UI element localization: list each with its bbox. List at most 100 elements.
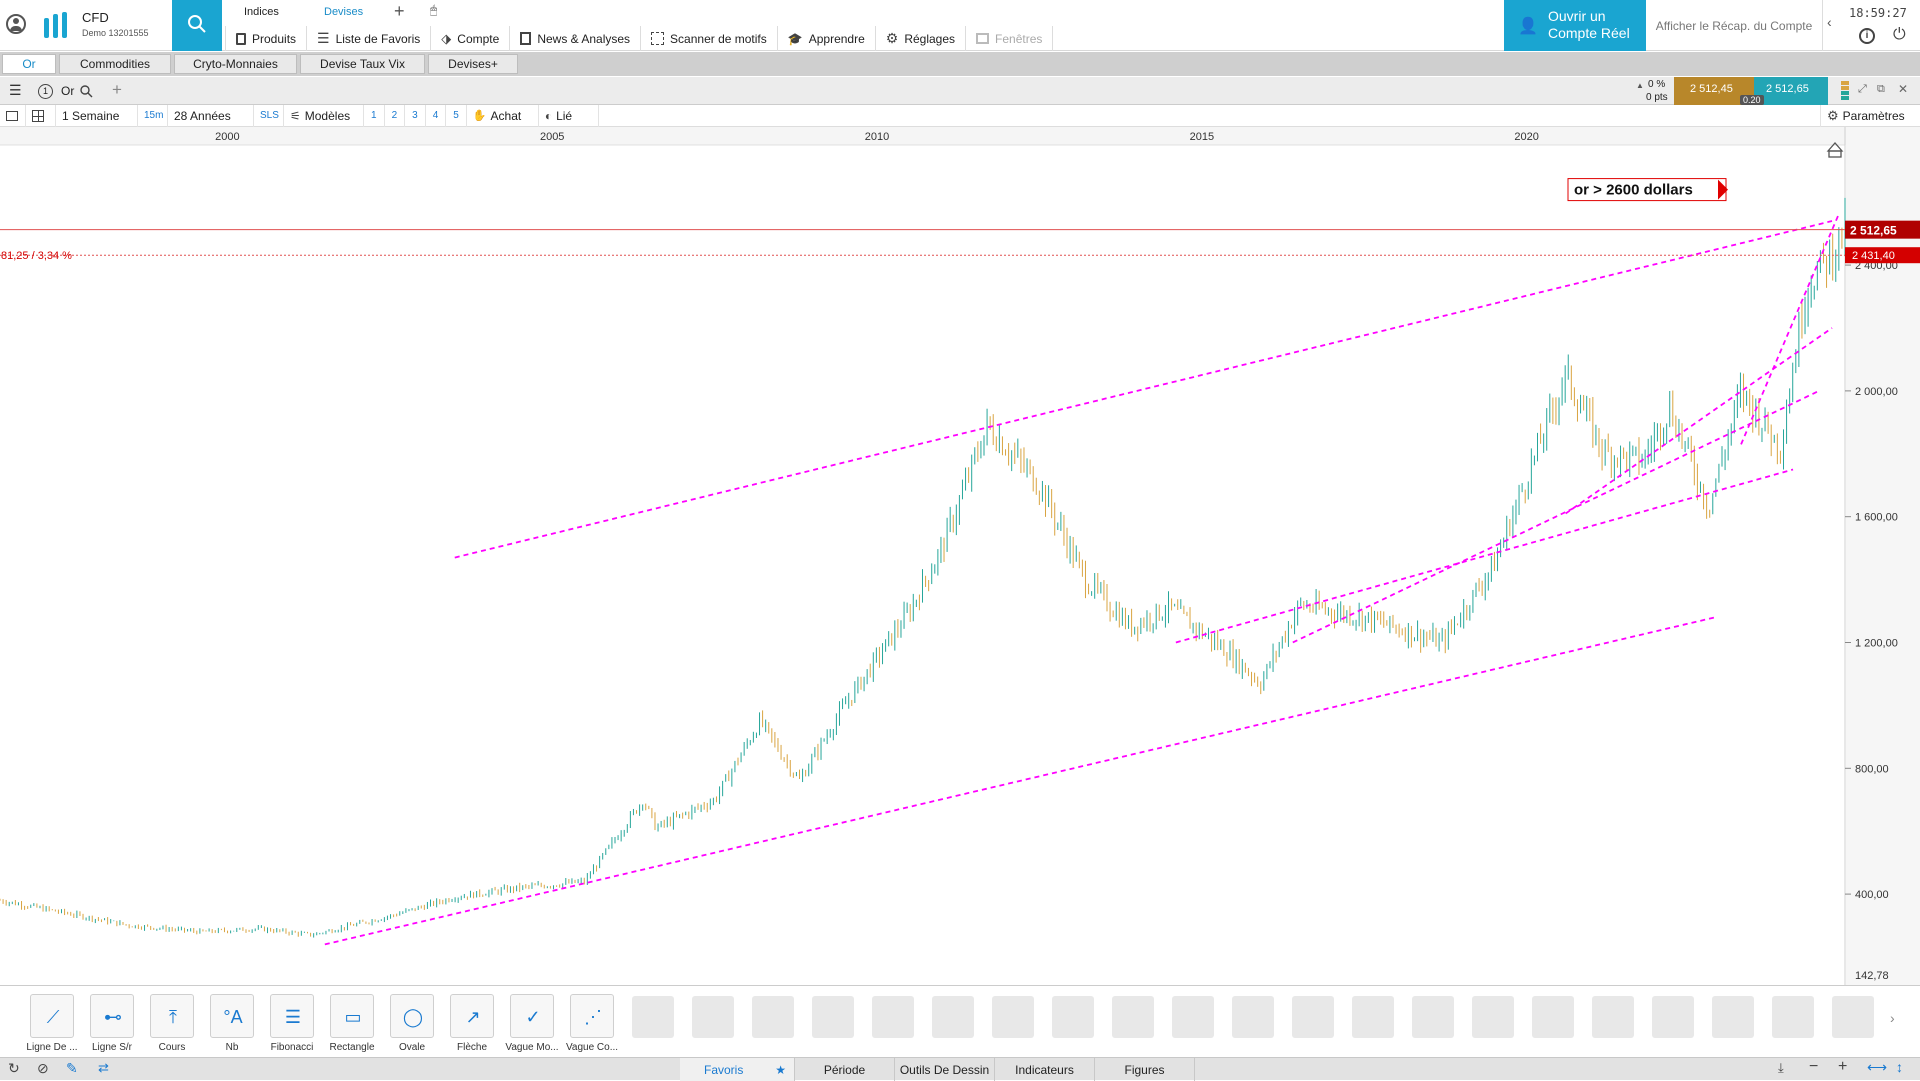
crosshair-v-icon[interactable]: ↕ xyxy=(1896,1059,1903,1075)
layout-4-button[interactable]: 4 xyxy=(426,104,447,127)
tab-outils-dessin[interactable]: Outils De Dessin xyxy=(895,1058,995,1081)
draw-tool-button[interactable]: ⊷ xyxy=(90,994,134,1038)
empty-tool-slot[interactable] xyxy=(1172,996,1214,1038)
layout-1-button[interactable]: 1 xyxy=(364,104,385,127)
empty-tool-slot[interactable] xyxy=(1292,996,1334,1038)
empty-tool-slot[interactable] xyxy=(812,996,854,1038)
tab-favoris[interactable]: Favoris ★ xyxy=(680,1058,795,1081)
trendline[interactable] xyxy=(324,616,1716,946)
menu-favoris[interactable]: ☰ Liste de Favoris xyxy=(307,26,432,51)
empty-tool-slot[interactable] xyxy=(1652,996,1694,1038)
empty-tool-slot[interactable] xyxy=(872,996,914,1038)
price-chart[interactable]: 2000 2005 2010 2015 2020 400,00 800,00 1 200,0… xyxy=(0,127,1920,985)
user-icon[interactable] xyxy=(6,14,26,34)
crosshair-h-icon[interactable]: ⟷ xyxy=(1867,1059,1888,1075)
draw-tool-button[interactable]: ☰ xyxy=(270,994,314,1038)
trendline[interactable] xyxy=(454,220,1833,559)
pencil-icon[interactable]: ✎ xyxy=(66,1060,78,1076)
draw-tool-button[interactable]: ▭ xyxy=(330,994,374,1038)
tab-devises[interactable]: Devises xyxy=(324,6,364,18)
empty-tool-slot[interactable] xyxy=(1412,996,1454,1038)
category-tab[interactable]: Devise Taux Vix xyxy=(300,54,425,74)
draw-tool-button[interactable]: ✓ xyxy=(510,994,554,1038)
menu-scanner[interactable]: Scanner de motifs xyxy=(641,26,778,51)
linked-button[interactable]: ◐ Lié xyxy=(539,104,599,127)
category-tab[interactable]: Commodities xyxy=(59,54,171,74)
sls-button[interactable]: SLS xyxy=(254,104,284,127)
menu-apprendre[interactable]: 🎓 Apprendre xyxy=(778,26,876,51)
trendline[interactable] xyxy=(1175,468,1794,644)
empty-tool-slot[interactable] xyxy=(752,996,794,1038)
empty-tool-slot[interactable] xyxy=(1592,996,1634,1038)
empty-tool-slot[interactable] xyxy=(932,996,974,1038)
layout-3-button[interactable]: 3 xyxy=(405,104,426,127)
add-tab-icon[interactable]: + xyxy=(394,1,405,21)
category-tab[interactable]: Cryto-Monnaies xyxy=(174,54,297,74)
open-real-account-button[interactable]: 👤 Ouvrir un Compte Réel xyxy=(1504,0,1646,51)
trendline[interactable] xyxy=(1740,214,1840,445)
trendline[interactable] xyxy=(1292,390,1820,644)
close-icon[interactable]: ✕ xyxy=(1898,82,1909,96)
search-icon[interactable] xyxy=(80,85,93,98)
tab-indicateurs[interactable]: Indicateurs xyxy=(995,1058,1095,1081)
layout-5-button[interactable]: 5 xyxy=(446,104,467,127)
panel-toggle[interactable] xyxy=(0,104,26,127)
bid-box[interactable]: 2 512,45 xyxy=(1674,77,1754,105)
draw-tool-button[interactable]: °A xyxy=(210,994,254,1038)
add-chart-icon[interactable]: + xyxy=(112,80,122,99)
range-select[interactable]: 28 Années xyxy=(168,104,254,127)
empty-tool-slot[interactable] xyxy=(992,996,1034,1038)
collapse-icon[interactable]: ‹ xyxy=(1827,14,1832,30)
empty-tool-slot[interactable] xyxy=(1052,996,1094,1038)
draw-tool-button[interactable]: ↗ xyxy=(450,994,494,1038)
refresh-icon[interactable]: ↻ xyxy=(8,1060,20,1076)
chart-svg[interactable]: 2000 2005 2010 2015 2020 400,00 800,00 1 200,0… xyxy=(0,127,1920,985)
empty-tool-slot[interactable] xyxy=(1232,996,1274,1038)
draw-tool-button[interactable]: ⟋ xyxy=(30,994,74,1038)
scroll-right-icon[interactable]: › xyxy=(1890,1010,1895,1026)
draw-tool-button[interactable]: ◯ xyxy=(390,994,434,1038)
zoom-fit-icon[interactable]: ⤓ xyxy=(1778,1060,1784,1075)
draw-tool-button[interactable]: ⋰ xyxy=(570,994,614,1038)
empty-tool-slot[interactable] xyxy=(632,996,674,1038)
ask-box[interactable]: 2 512,65 xyxy=(1754,77,1828,105)
empty-tool-slot[interactable] xyxy=(1532,996,1574,1038)
power-icon[interactable]: ⏻ xyxy=(1893,26,1906,43)
menu-compte[interactable]: ⬗ Compte xyxy=(431,26,511,51)
layout-toggle[interactable] xyxy=(26,104,56,127)
empty-tool-slot[interactable] xyxy=(1112,996,1154,1038)
empty-tool-slot[interactable] xyxy=(1832,996,1874,1038)
hamburger-icon[interactable]: ☰ xyxy=(9,82,22,98)
tab-periode[interactable]: Période xyxy=(795,1058,895,1081)
tab-indices[interactable]: Indices xyxy=(244,6,279,18)
detach-icon[interactable]: ⤢ xyxy=(1858,83,1867,95)
menu-news[interactable]: News & Analyses xyxy=(510,26,642,51)
tab-figures[interactable]: Figures xyxy=(1095,1058,1195,1081)
models-button[interactable]: ⚟ Modèles xyxy=(284,104,364,127)
menu-produits[interactable]: Produits xyxy=(225,26,308,51)
trendline[interactable] xyxy=(1565,327,1833,515)
interval-badge[interactable]: 15m xyxy=(138,104,168,127)
buy-button[interactable]: ✋ Achat xyxy=(467,104,539,127)
zoom-out-icon[interactable]: − xyxy=(1809,1058,1819,1075)
account-recap-link[interactable]: Afficher le Récap. du Compte xyxy=(1655,18,1813,33)
params-button[interactable]: ⚙ Paramètres xyxy=(1820,104,1920,127)
empty-tool-slot[interactable] xyxy=(1472,996,1514,1038)
empty-tool-slot[interactable] xyxy=(1712,996,1754,1038)
instrument-name[interactable]: Or xyxy=(61,84,75,98)
empty-tool-slot[interactable] xyxy=(1772,996,1814,1038)
magnet-icon[interactable]: ⇄ xyxy=(98,1060,109,1075)
menu-reglages[interactable]: ⚙ Réglages xyxy=(876,26,967,51)
layout-2-button[interactable]: 2 xyxy=(385,104,406,127)
zoom-in-icon[interactable]: + xyxy=(1838,1058,1848,1075)
empty-tool-slot[interactable] xyxy=(692,996,734,1038)
empty-tool-slot[interactable] xyxy=(1352,996,1394,1038)
cursor-icon[interactable]: 🖱 xyxy=(430,3,438,17)
draw-tool-button[interactable]: ⤒ xyxy=(150,994,194,1038)
category-tab[interactable]: Or xyxy=(2,54,56,74)
popout-icon[interactable]: ⧉ xyxy=(1877,83,1885,95)
info-icon[interactable]: i xyxy=(1859,28,1875,44)
search-button[interactable] xyxy=(172,0,222,51)
period-select[interactable]: 1 Semaine xyxy=(56,104,138,127)
category-tab[interactable]: Devises+ xyxy=(428,54,518,74)
